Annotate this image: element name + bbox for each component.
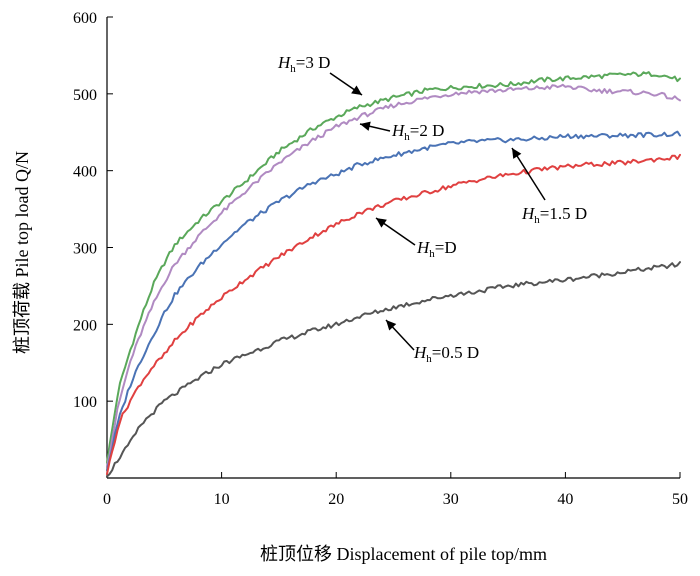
x-tick-label: 10 <box>214 491 230 508</box>
x-tick-label: 20 <box>328 491 344 508</box>
annotation-arrow <box>511 147 546 201</box>
y-tick-label: 600 <box>73 10 97 27</box>
x-tick-label: 50 <box>672 491 688 508</box>
series-line <box>106 261 681 478</box>
series-label: Hh=3 D <box>277 53 330 75</box>
axes: 0 10 20 30 40 50 100 200 300 400 500 600 <box>73 10 688 508</box>
x-tick-label: 30 <box>443 491 459 508</box>
x-tick-label: 0 <box>103 491 111 508</box>
annotation-arrowhead <box>512 148 522 159</box>
annotation-arrowhead <box>386 320 397 331</box>
series-line <box>106 130 681 472</box>
series-label: Hh=1.5 D <box>521 204 587 226</box>
y-axis-title: 桩顶荷载 Pile top load Q/N <box>12 151 32 354</box>
y-tick-label: 200 <box>73 317 97 334</box>
series-annotation: Hh=1.5 D <box>511 147 587 226</box>
series-annotation: Hh=D <box>375 217 457 260</box>
series-annotation: Hh=2 D <box>359 121 444 143</box>
x-axis-title: 桩顶位移 Displacement of pile top/mm <box>260 544 547 564</box>
annotation-arrowhead <box>351 85 362 95</box>
annotation-arrowhead <box>360 121 371 131</box>
annotation-arrowhead <box>376 218 387 228</box>
series-line <box>106 71 681 464</box>
y-tick-label: 400 <box>73 164 97 181</box>
series-annotation: Hh=3 D <box>277 53 363 96</box>
y-tick-label: 100 <box>73 394 97 411</box>
series-line <box>106 83 681 468</box>
y-tick-label: 500 <box>73 87 97 104</box>
series-annotation: Hh=0.5 D <box>385 319 479 365</box>
series-group <box>106 71 681 478</box>
x-tick-label: 40 <box>557 491 573 508</box>
series-label: Hh=0.5 D <box>413 343 479 365</box>
y-tick-label: 300 <box>73 241 97 258</box>
annotations: Hh=3 D Hh=2 D Hh=1.5 D Hh=D Hh=0.5 D <box>277 53 587 365</box>
series-label: Hh=D <box>416 238 457 260</box>
series-line <box>106 153 681 476</box>
series-label: Hh=2 D <box>391 121 444 143</box>
